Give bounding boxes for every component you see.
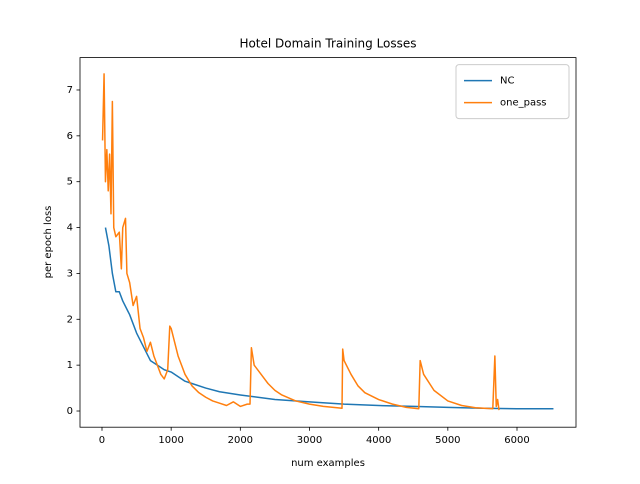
axes-frame [79, 57, 577, 428]
y-tick-label: 4 [67, 223, 73, 234]
series-line [104, 227, 554, 410]
y-tick-label: 6 [67, 131, 73, 142]
x-tick-label: 5000 [435, 435, 460, 446]
x-tick-label: 4000 [366, 435, 391, 446]
legend-label: one_pass [500, 98, 547, 109]
y-tick-label: 0 [67, 406, 73, 417]
y-tick-label: 5 [67, 177, 73, 188]
x-tick-label: 6000 [504, 435, 529, 446]
legend-box [455, 64, 570, 120]
chart-title: Hotel Domain Training Losses [239, 37, 416, 51]
y-tick-label: 2 [67, 314, 73, 325]
y-axis-label: per epoch loss [43, 206, 54, 279]
x-tick-label: 3000 [297, 435, 322, 446]
series-line [101, 73, 500, 411]
x-tick-label: 0 [99, 435, 105, 446]
x-tick-label: 1000 [158, 435, 183, 446]
y-tick-label: 1 [67, 360, 73, 371]
y-tick-label: 7 [67, 85, 73, 96]
x-axis-label: num examples [291, 458, 365, 469]
legend-label: NC [500, 76, 514, 87]
y-tick-label: 3 [67, 268, 73, 279]
x-tick-label: 2000 [228, 435, 253, 446]
